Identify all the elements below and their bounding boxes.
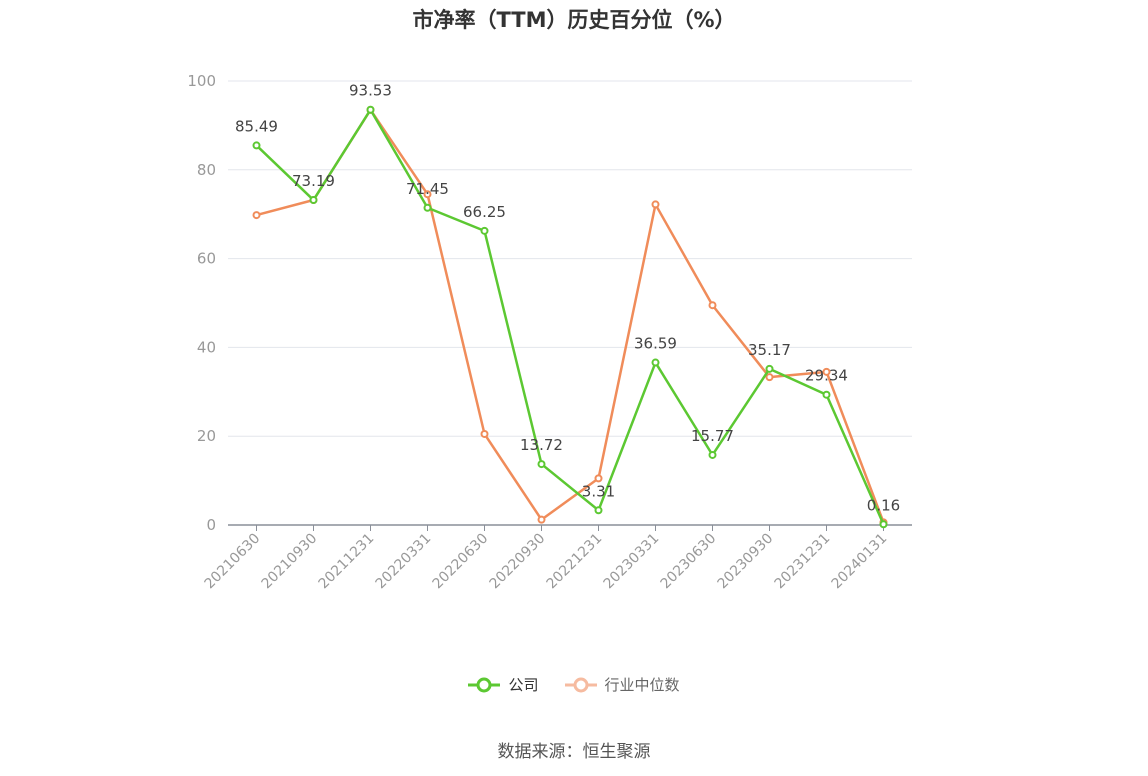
x-tick-label: 20211231 <box>316 531 378 593</box>
data-point-industry <box>822 367 831 376</box>
data-point-company <box>252 141 261 150</box>
data-point-industry <box>708 301 717 310</box>
data-label: 15.77 <box>691 427 734 445</box>
data-point-industry <box>765 373 774 382</box>
legend-item-industry[interactable]: 行业中位数 <box>564 674 680 695</box>
y-tick-label: 80 <box>197 161 216 179</box>
data-label: 13.72 <box>520 436 563 454</box>
x-tick-label: 20220930 <box>487 531 549 593</box>
data-point-company <box>537 460 546 469</box>
data-point-industry <box>252 211 261 220</box>
data-label: 73.19 <box>292 172 335 190</box>
data-label: 66.25 <box>463 203 506 221</box>
x-tick-label: 20230331 <box>601 531 663 593</box>
chart-title: 市净率（TTM）历史百分位（%） <box>412 8 736 32</box>
series <box>252 105 888 529</box>
data-label: 0.16 <box>867 496 900 514</box>
data-point-industry <box>423 190 432 199</box>
data-point-industry <box>594 474 603 483</box>
data-point-company <box>822 390 831 399</box>
data-point-company <box>366 105 375 114</box>
y-tick-label: 40 <box>197 338 216 356</box>
data-point-company <box>708 450 717 459</box>
legend-item-company[interactable]: 公司 <box>468 674 539 695</box>
x-tick-label: 20230630 <box>658 531 720 593</box>
data-point-company <box>309 196 318 205</box>
legend: 公司 行业中位数 <box>0 674 1148 695</box>
data-point-industry <box>651 200 660 209</box>
data-label: 36.59 <box>634 335 677 353</box>
y-tick-label: 0 <box>206 516 216 534</box>
data-label: 85.49 <box>235 117 278 135</box>
data-point-company <box>423 203 432 212</box>
x-tick-label: 20221231 <box>544 531 606 593</box>
x-tick-label: 20240131 <box>829 531 891 593</box>
data-labels: 85.49 73.19 93.53 71.45 66.25 13.72 3.31 36.59 1… <box>235 82 900 515</box>
data-label: 3.31 <box>582 482 615 500</box>
legend-label-company: 公司 <box>508 676 539 694</box>
data-label: 93.53 <box>349 82 392 100</box>
x-tick-label: 20210930 <box>259 531 321 593</box>
data-point-company <box>765 364 774 373</box>
series-line-industry <box>256 108 885 523</box>
x-tick-label: 20210630 <box>202 531 264 593</box>
legend-label-industry: 行业中位数 <box>604 676 680 694</box>
data-point-industry <box>480 429 489 438</box>
data-label: 35.17 <box>748 341 791 359</box>
x-tick-label: 20231231 <box>772 531 834 593</box>
y-tick-label: 20 <box>197 427 216 445</box>
x-tick-label: 20220630 <box>430 531 492 593</box>
y-tick-label: 100 <box>187 72 216 90</box>
x-tick-label: 20230930 <box>715 531 777 593</box>
grid-lines <box>228 80 912 437</box>
series-line-company <box>255 108 885 525</box>
data-point-company <box>879 520 888 529</box>
data-label: 29.34 <box>805 367 848 385</box>
legend-marker-industry-icon <box>564 677 597 692</box>
x-tick-label: 20220331 <box>373 531 435 593</box>
data-point-company <box>594 506 603 515</box>
data-point-company <box>651 358 660 367</box>
data-source: 数据来源：恒生聚源 <box>497 742 651 762</box>
data-point-company <box>480 226 489 235</box>
legend-marker-company-icon <box>468 677 501 692</box>
data-point-industry <box>537 515 546 524</box>
y-tick-label: 60 <box>197 250 216 268</box>
data-label: 71.45 <box>406 180 449 198</box>
